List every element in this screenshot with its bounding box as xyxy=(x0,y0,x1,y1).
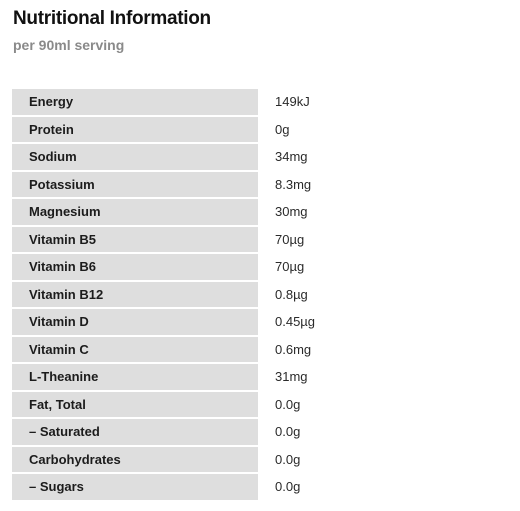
nutrition-table: Energy 149kJ Protein 0g Sodium 34mg Pota… xyxy=(12,89,512,502)
nutrient-value: 30mg xyxy=(258,199,308,227)
table-row: Magnesium 30mg xyxy=(12,199,512,227)
nutrient-label: Magnesium xyxy=(12,199,258,227)
nutrient-label: Carbohydrates xyxy=(12,446,258,474)
table-row: – Saturated 0.0g xyxy=(12,419,512,447)
nutrient-label: Sodium xyxy=(12,144,258,172)
table-row: Fat, Total 0.0g xyxy=(12,391,512,419)
table-row: Vitamin D 0.45µg xyxy=(12,309,512,337)
table-row: Carbohydrates 0.0g xyxy=(12,446,512,474)
nutrient-value: 34mg xyxy=(258,144,308,172)
nutrient-value: 0.6mg xyxy=(258,337,312,364)
table-row: Vitamin B6 70µg xyxy=(12,254,512,282)
nutrient-value: 0.0g xyxy=(258,419,301,447)
table-row: L-Theanine 31mg xyxy=(12,364,512,392)
nutrient-label: Energy xyxy=(12,89,258,117)
nutrient-label: Vitamin B12 xyxy=(12,281,258,309)
table-row: Vitamin C 0.6mg xyxy=(12,336,512,364)
nutrient-label: Vitamin C xyxy=(12,336,258,364)
serving-size-subtitle: per 90ml serving xyxy=(13,37,125,53)
nutrient-value: 70µg xyxy=(258,254,305,282)
table-row: Vitamin B5 70µg xyxy=(12,226,512,254)
nutrient-value: 0g xyxy=(258,117,290,144)
nutrient-value: 0.8µg xyxy=(258,282,308,309)
nutrient-value: 31mg xyxy=(258,364,308,392)
nutrient-value: 0.0g xyxy=(258,474,301,502)
page-title: Nutritional Information xyxy=(13,8,211,29)
table-row: Protein 0g xyxy=(12,116,512,144)
nutrient-value: 0.0g xyxy=(258,447,301,474)
nutrient-value: 149kJ xyxy=(258,89,310,117)
nutrient-label: Fat, Total xyxy=(12,391,258,419)
nutrient-label: Protein xyxy=(12,116,258,144)
nutrient-label: – Saturated xyxy=(12,419,258,447)
table-row: – Sugars 0.0g xyxy=(12,474,512,502)
nutrient-label: Potassium xyxy=(12,171,258,199)
nutrient-value: 70µg xyxy=(258,227,305,254)
table-row: Energy 149kJ xyxy=(12,89,512,117)
table-row: Potassium 8.3mg xyxy=(12,171,512,199)
nutrient-label: L-Theanine xyxy=(12,364,258,392)
nutrient-value: 0.0g xyxy=(258,392,301,419)
nutrient-label: Vitamin B5 xyxy=(12,226,258,254)
nutrient-label: Vitamin B6 xyxy=(12,254,258,282)
nutrient-label: – Sugars xyxy=(12,474,258,502)
nutrient-value: 0.45µg xyxy=(258,309,316,337)
nutrient-value: 8.3mg xyxy=(258,172,312,199)
table-row: Vitamin B12 0.8µg xyxy=(12,281,512,309)
table-row: Sodium 34mg xyxy=(12,144,512,172)
nutrient-label: Vitamin D xyxy=(12,309,258,337)
